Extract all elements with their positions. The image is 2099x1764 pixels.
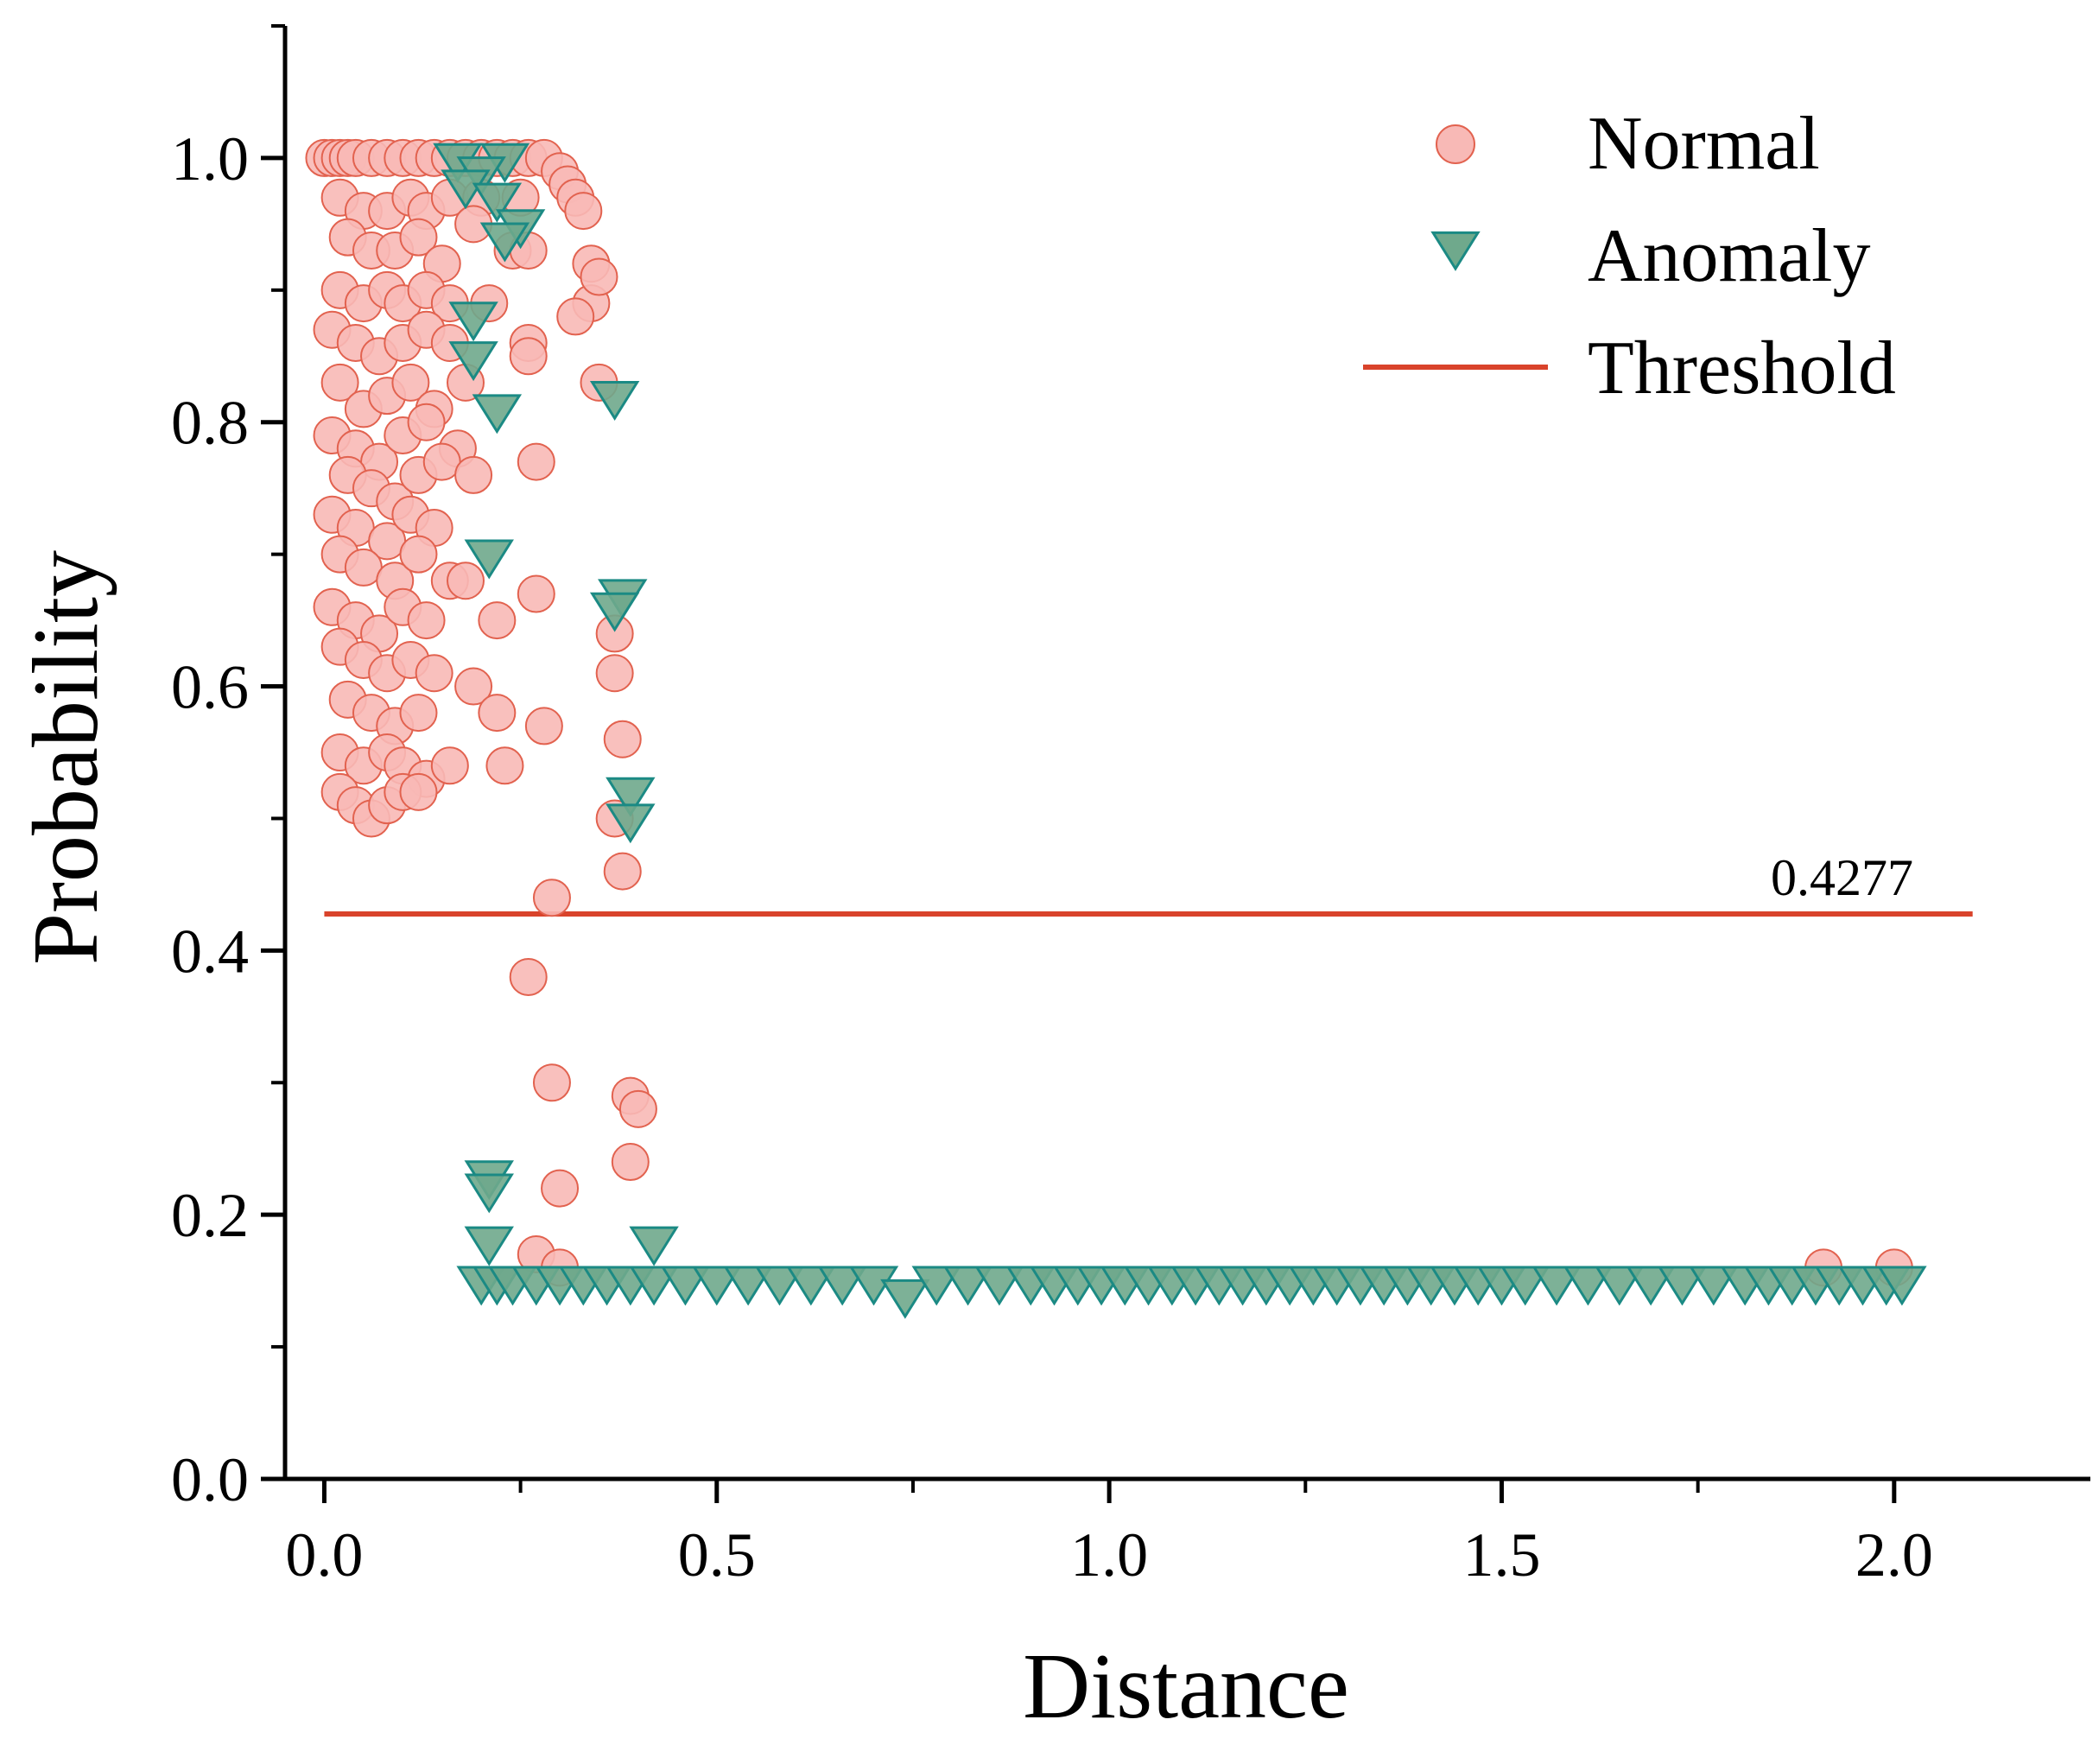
anomaly-point	[1877, 1266, 1927, 1306]
anomaly-point	[1657, 1266, 1708, 1306]
anomaly-point	[1563, 1266, 1614, 1306]
normal-point	[399, 772, 438, 811]
normal-point	[595, 654, 634, 693]
anomaly-point	[464, 1173, 514, 1214]
anomaly-point	[629, 1226, 679, 1266]
x-tick-label: 1.5	[1462, 1520, 1540, 1590]
normal-point	[454, 667, 493, 706]
anomaly-point	[692, 1266, 742, 1306]
anomaly-point	[464, 1226, 514, 1266]
anomaly-point	[754, 1266, 805, 1306]
anomaly-point	[942, 1266, 993, 1306]
normal-point	[478, 601, 517, 640]
normal-point	[611, 1143, 650, 1182]
normal-point	[399, 694, 438, 733]
normal-point	[415, 654, 453, 693]
normal-point	[556, 297, 595, 336]
anomaly-point	[660, 1266, 711, 1306]
legend-normal-marker	[1436, 124, 1475, 164]
x-tick-label: 2.0	[1855, 1520, 1933, 1590]
y-tick-label: 0.0	[171, 1445, 249, 1514]
anomaly-point	[786, 1266, 836, 1306]
normal-point	[509, 957, 548, 996]
normal-point	[485, 746, 524, 785]
normal-point	[603, 852, 642, 891]
normal-point	[320, 363, 359, 402]
normal-point	[478, 694, 517, 733]
anomaly-point	[464, 539, 514, 580]
normal-point	[399, 218, 438, 257]
anomaly-point	[589, 381, 640, 421]
normal-point	[524, 707, 563, 746]
normal-point	[454, 455, 493, 494]
anomaly-point	[723, 1266, 773, 1306]
y-tick-label: 1.0	[171, 124, 249, 194]
normal-point	[618, 1089, 657, 1128]
normal-series	[305, 138, 1913, 1287]
threshold-layer: 0.4277	[324, 849, 1973, 917]
anomaly-point	[1531, 1266, 1582, 1306]
normal-point	[430, 746, 469, 785]
legend-anomaly-marker	[1430, 231, 1481, 271]
anomaly-series	[433, 143, 1927, 1319]
anomaly-point	[472, 182, 523, 223]
y-tick-label: 0.8	[171, 389, 249, 458]
normal-point	[399, 535, 438, 574]
y-axis-title: Probability	[15, 550, 117, 965]
normal-point	[532, 879, 571, 917]
anomaly-point	[974, 1266, 1024, 1306]
anomaly-point	[880, 1279, 930, 1319]
x-tick-label: 1.0	[1070, 1520, 1148, 1590]
anomaly-point	[1500, 1266, 1550, 1306]
legend-threshold-label: Threshold	[1588, 327, 1896, 410]
normal-point	[532, 1063, 571, 1102]
anomaly-point	[448, 341, 498, 382]
legend: Normal Anomaly Threshold	[1363, 102, 1896, 410]
normal-point	[564, 192, 603, 231]
normal-point	[447, 562, 485, 600]
normal-point	[541, 1169, 580, 1208]
normal-point	[509, 337, 548, 376]
anomaly-point	[479, 222, 530, 263]
axes: 0.0 0.2 0.4 0.6 0.8 1.0 0.0 0.5 1.0 1.5 2.0	[171, 24, 2090, 1590]
anomaly-point	[1595, 1266, 1645, 1306]
anomaly-point	[589, 592, 640, 632]
x-axis-title: Distance	[1023, 1635, 1349, 1738]
normal-point	[407, 601, 446, 640]
anomaly-point	[1689, 1266, 1739, 1306]
anomaly-point	[629, 1266, 679, 1306]
x-tick-label: 0.0	[285, 1520, 363, 1590]
normal-point	[603, 720, 642, 758]
anomaly-point	[1626, 1266, 1676, 1306]
normal-point	[407, 403, 446, 441]
anomaly-point	[911, 1266, 961, 1306]
legend-anomaly-label: Anomaly	[1588, 214, 1871, 298]
anomaly-point	[472, 394, 523, 435]
x-tick-label: 0.5	[678, 1520, 756, 1590]
legend-normal-label: Normal	[1588, 102, 1820, 186]
normal-point	[517, 574, 555, 613]
threshold-value-label: 0.4277	[1771, 849, 1913, 906]
y-tick-label: 0.4	[171, 917, 249, 986]
anomaly-point	[817, 1266, 867, 1306]
normal-point	[391, 363, 430, 402]
normal-point	[580, 257, 618, 296]
normal-point	[517, 442, 555, 481]
y-tick-label: 0.6	[171, 653, 249, 722]
anomaly-point	[448, 301, 498, 342]
anomaly-point	[606, 777, 656, 817]
y-tick-label: 0.2	[171, 1181, 249, 1250]
anomaly-point	[606, 803, 656, 844]
